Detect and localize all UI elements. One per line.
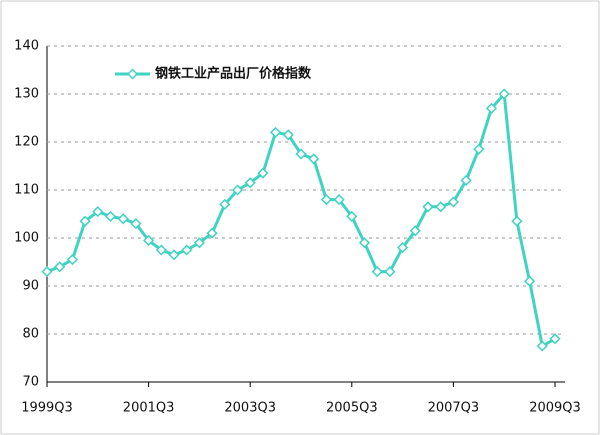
point xyxy=(104,210,117,222)
point xyxy=(422,201,434,213)
point xyxy=(206,227,218,239)
point xyxy=(244,177,256,189)
point xyxy=(498,88,510,100)
legend-marker xyxy=(126,68,139,80)
point xyxy=(549,333,561,345)
point xyxy=(92,206,104,218)
point xyxy=(193,237,205,249)
point xyxy=(282,129,294,141)
point xyxy=(181,244,193,256)
point xyxy=(219,198,231,210)
point xyxy=(295,148,307,160)
x-tick-label: 2003Q3 xyxy=(224,401,276,416)
point xyxy=(168,249,180,261)
x-tick-label: 2009Q3 xyxy=(529,401,581,416)
x-tick-label: 1999Q3 xyxy=(21,401,73,416)
point xyxy=(346,210,358,222)
x-tick-label: 2001Q3 xyxy=(123,401,175,416)
y-tick-label: 80 xyxy=(22,327,39,342)
point xyxy=(397,242,409,254)
point xyxy=(155,244,167,256)
y-tick-label: 90 xyxy=(22,279,39,294)
point xyxy=(308,153,320,165)
y-tick-label: 100 xyxy=(14,231,39,246)
y-tick-label: 110 xyxy=(14,183,39,198)
point xyxy=(270,126,282,138)
point xyxy=(460,174,472,186)
point xyxy=(358,237,371,249)
point xyxy=(130,218,142,230)
point xyxy=(79,215,91,227)
point xyxy=(371,266,383,278)
point xyxy=(231,184,244,196)
y-tick-label: 120 xyxy=(14,135,39,150)
point xyxy=(384,266,396,278)
point xyxy=(257,167,269,179)
point xyxy=(524,275,536,287)
y-tick-label: 140 xyxy=(14,39,39,54)
point xyxy=(54,261,66,273)
point xyxy=(536,340,548,352)
point xyxy=(485,102,498,114)
x-tick-label: 2007Q3 xyxy=(428,401,480,416)
legend-label: 钢铁工业产品出厂价格指数 xyxy=(155,66,312,82)
point xyxy=(409,225,421,237)
y-tick-label: 130 xyxy=(14,87,39,102)
y-tick-label: 70 xyxy=(22,375,39,390)
point xyxy=(435,201,447,213)
point xyxy=(473,143,485,155)
point xyxy=(143,234,155,246)
point xyxy=(447,196,459,208)
x-tick-label: 2005Q3 xyxy=(326,401,378,416)
point xyxy=(66,254,78,266)
point xyxy=(320,194,332,206)
point xyxy=(117,213,129,225)
point xyxy=(511,215,523,227)
point xyxy=(333,194,345,206)
point xyxy=(41,266,53,278)
